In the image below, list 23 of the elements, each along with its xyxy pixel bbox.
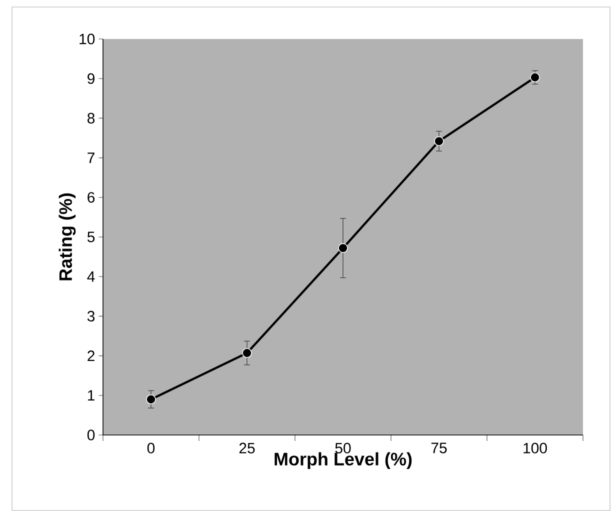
point xyxy=(146,394,156,404)
y-tick-label: 8 xyxy=(88,112,95,124)
y-tick-label: 5 xyxy=(87,232,95,242)
y-tick-label: 3 xyxy=(87,310,95,322)
x-tick-label: 100 xyxy=(524,442,547,454)
y-tick-label: 0 xyxy=(87,430,95,440)
x-tick-label: 50 xyxy=(335,442,351,454)
y-tick-label: 2 xyxy=(88,350,94,362)
point xyxy=(530,72,540,82)
y-tick-label: 6 xyxy=(88,192,95,203)
y-tick-label: 4 xyxy=(87,271,95,282)
y-tick-label: 1 xyxy=(88,390,94,401)
y-tick-label: 7 xyxy=(88,152,94,163)
point xyxy=(242,348,252,358)
x-tick-label: 0 xyxy=(147,442,155,454)
y-tick-label: 9 xyxy=(88,73,94,84)
x-axis-title: Morph Level (%) xyxy=(274,452,412,470)
y-tick-label: 10 xyxy=(80,34,95,44)
point xyxy=(338,243,348,253)
point xyxy=(434,136,444,146)
x-tick-label: 25 xyxy=(239,442,255,454)
y-axis-title: Rating (%) xyxy=(58,193,76,280)
x-tick-label: 75 xyxy=(431,442,447,454)
